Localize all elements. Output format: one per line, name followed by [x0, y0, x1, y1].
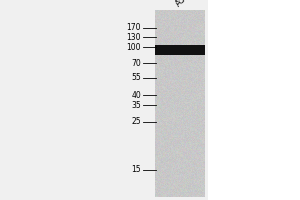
Text: 40: 40: [131, 90, 141, 99]
Text: 25: 25: [131, 117, 141, 127]
Text: 35: 35: [131, 100, 141, 110]
Text: 70: 70: [131, 58, 141, 68]
Text: 15: 15: [131, 166, 141, 174]
Text: 130: 130: [127, 32, 141, 42]
Text: A549: A549: [174, 0, 195, 8]
Text: 100: 100: [127, 43, 141, 51]
Text: 170: 170: [127, 23, 141, 32]
Text: 55: 55: [131, 73, 141, 82]
